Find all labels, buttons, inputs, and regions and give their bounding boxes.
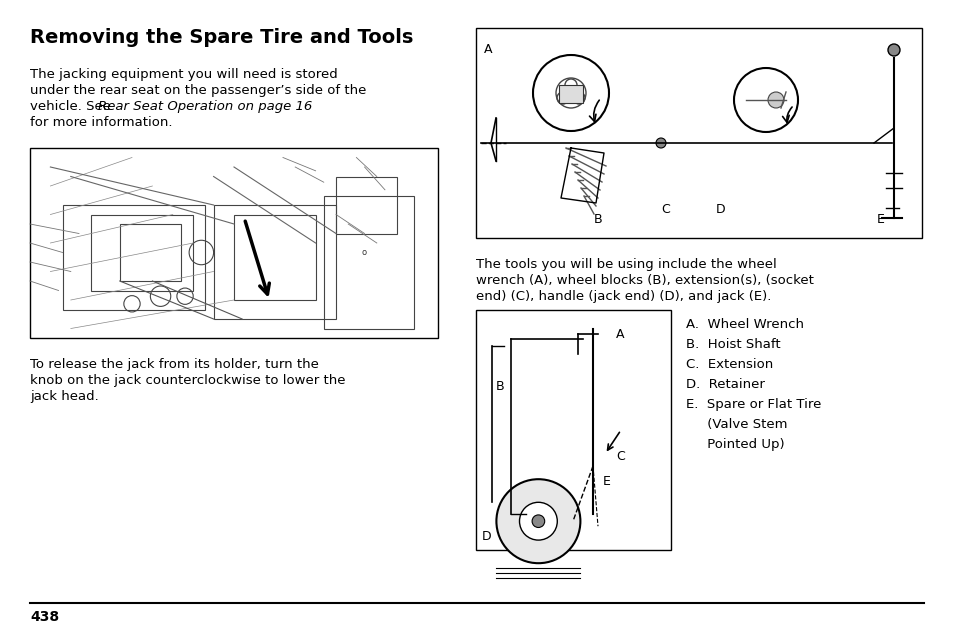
Text: A.  Wheel Wrench: A. Wheel Wrench — [685, 318, 803, 331]
Text: wrench (A), wheel blocks (B), extension(s), (socket: wrench (A), wheel blocks (B), extension(… — [476, 274, 813, 287]
Bar — [476, 310, 670, 550]
Text: The tools you will be using include the wheel: The tools you will be using include the … — [476, 258, 776, 271]
Text: E: E — [602, 475, 610, 488]
Text: end) (C), handle (jack end) (D), and jack (E).: end) (C), handle (jack end) (D), and jac… — [476, 290, 771, 303]
Text: Rear Seat Operation on page 16: Rear Seat Operation on page 16 — [98, 100, 312, 113]
Text: B: B — [495, 380, 503, 393]
Text: Pointed Up): Pointed Up) — [685, 438, 783, 451]
Circle shape — [656, 138, 665, 148]
Circle shape — [733, 68, 797, 132]
Text: D.  Retainer: D. Retainer — [685, 378, 764, 391]
Text: for more information.: for more information. — [30, 116, 172, 129]
Circle shape — [519, 502, 557, 540]
Text: o: o — [361, 248, 367, 257]
Bar — [476, 28, 921, 238]
Circle shape — [887, 44, 899, 56]
Text: B: B — [594, 213, 602, 226]
Bar — [91, 214, 193, 291]
Circle shape — [533, 55, 608, 131]
Text: C: C — [660, 203, 669, 216]
Circle shape — [767, 92, 783, 108]
Bar — [335, 177, 396, 233]
Text: The jacking equipment you will need is stored: The jacking equipment you will need is s… — [30, 68, 337, 81]
Text: B.  Hoist Shaft: B. Hoist Shaft — [685, 338, 780, 351]
Text: C.  Extension: C. Extension — [685, 358, 773, 371]
Text: under the rear seat on the passenger’s side of the: under the rear seat on the passenger’s s… — [30, 84, 366, 97]
Text: (Valve Stem: (Valve Stem — [685, 418, 786, 431]
Circle shape — [496, 479, 579, 563]
Bar — [558, 85, 582, 103]
Bar — [120, 224, 181, 281]
Text: D: D — [716, 203, 725, 216]
Bar — [63, 205, 205, 310]
Bar — [213, 205, 335, 319]
Text: A: A — [483, 43, 492, 56]
Text: E: E — [876, 213, 884, 226]
Text: E.  Spare or Flat Tire: E. Spare or Flat Tire — [685, 398, 821, 411]
Text: To release the jack from its holder, turn the: To release the jack from its holder, tur… — [30, 358, 318, 371]
Text: A: A — [616, 328, 624, 341]
Text: jack head.: jack head. — [30, 390, 99, 403]
Text: knob on the jack counterclockwise to lower the: knob on the jack counterclockwise to low… — [30, 374, 345, 387]
Bar — [323, 195, 413, 329]
Text: Removing the Spare Tire and Tools: Removing the Spare Tire and Tools — [30, 28, 413, 47]
Text: C: C — [616, 450, 624, 463]
Text: D: D — [481, 530, 491, 543]
Bar — [30, 148, 437, 338]
Circle shape — [532, 515, 544, 527]
Text: 438: 438 — [30, 610, 59, 624]
Bar — [233, 214, 315, 300]
Text: vehicle. See: vehicle. See — [30, 100, 115, 113]
